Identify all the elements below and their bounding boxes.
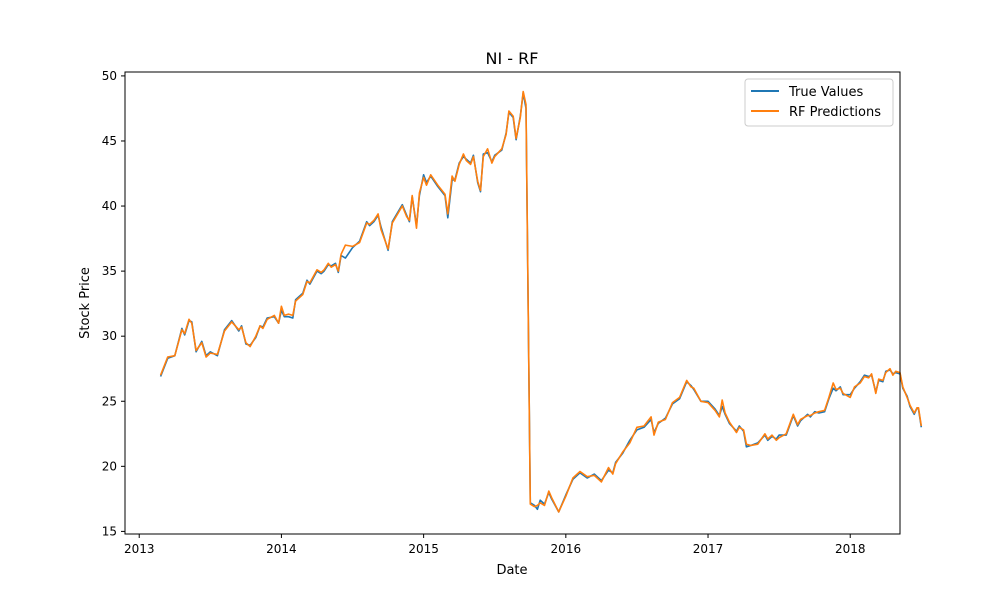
y-axis-label: Stock Price <box>78 267 93 339</box>
y-tick-label: 50 <box>102 69 117 83</box>
x-tick-label: 2013 <box>124 542 155 556</box>
x-tick-label: 2015 <box>408 542 439 556</box>
x-tick-label: 2018 <box>835 542 866 556</box>
y-tick-label: 35 <box>102 264 117 278</box>
y-tick-label: 15 <box>102 524 117 538</box>
y-tick-label: 30 <box>102 329 117 343</box>
legend: True Values RF Predictions <box>744 78 894 127</box>
legend-label-true-values: True Values <box>788 85 863 100</box>
chart-title: NI - RF <box>486 49 539 68</box>
plot-area <box>159 90 923 513</box>
x-tick-label: 2016 <box>551 542 582 556</box>
series-line-rf-predictions <box>159 90 923 513</box>
axes-frame <box>124 71 901 535</box>
y-tick-label: 40 <box>102 199 117 213</box>
x-tick-label: 2017 <box>693 542 724 556</box>
y-tick-label: 45 <box>102 134 117 148</box>
y-tick-label: 25 <box>102 394 117 408</box>
x-axis-label: Date <box>496 563 527 578</box>
legend-label-rf-predictions: RF Predictions <box>789 105 881 120</box>
legend-box <box>744 78 894 127</box>
y-tick-label: 20 <box>102 459 117 473</box>
y-axis: 15 20 25 30 35 40 45 50 <box>102 69 125 538</box>
x-axis: 2013 2014 2015 2016 2017 2018 <box>124 534 866 556</box>
x-tick-label: 2014 <box>266 542 297 556</box>
